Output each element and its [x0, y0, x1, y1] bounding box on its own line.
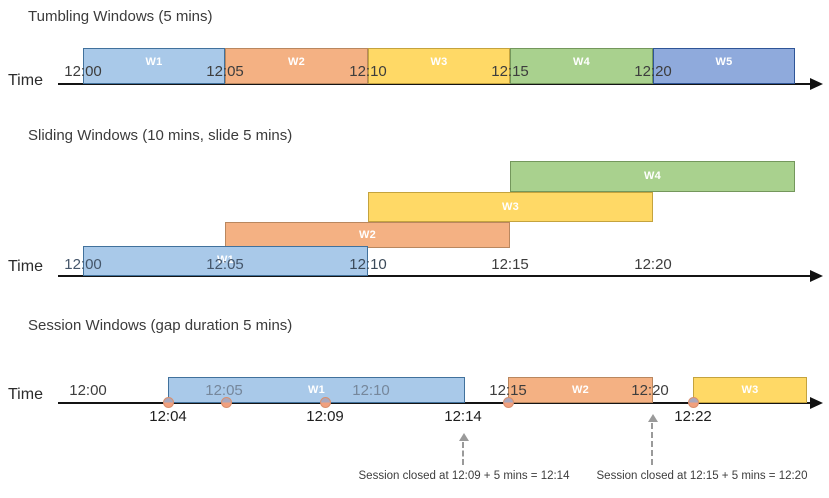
session-window-w3: W3: [693, 377, 807, 403]
sliding-timeline-arrowhead-icon: [810, 270, 823, 282]
session-closed-arrow-2-head-icon: [648, 414, 658, 422]
tumbling-timeline-line: [58, 83, 812, 85]
annotation-session-closed-2: Session closed at 12:15 + 5 mins = 12:20: [596, 470, 808, 482]
event-dot-1209: [320, 397, 331, 408]
session-window-w1: W1: [168, 377, 465, 403]
tumbling-tick-1200: 12:00: [64, 63, 102, 80]
event-label-1214: 12:14: [444, 408, 482, 425]
sliding-window-w1: W1: [83, 246, 368, 276]
session-tick-1205: 12:05: [205, 382, 243, 399]
sliding-tick-1200: 12:00: [64, 256, 102, 273]
session-closed-arrow-1-head-icon: [459, 433, 469, 441]
tumbling-time-axis-label: Time: [8, 72, 43, 89]
tumbling-tick-1210: 12:10: [349, 63, 387, 80]
tumbling-section-title: Tumbling Windows (5 mins): [28, 8, 213, 25]
sliding-timeline-line: [58, 275, 812, 277]
sliding-time-axis-label: Time: [8, 258, 43, 275]
session-tick-1220: 12:20: [631, 382, 669, 399]
session-timeline-arrowhead-icon: [810, 397, 823, 409]
sliding-window-w4: W4: [510, 161, 795, 192]
session-time-axis-label: Time: [8, 386, 43, 403]
tumbling-timeline-arrowhead-icon: [810, 78, 823, 90]
tumbling-window-w1: W1: [83, 48, 225, 84]
sliding-tick-1205: 12:05: [206, 256, 244, 273]
event-dot-1215: [503, 397, 514, 408]
event-dot-2: [221, 397, 232, 408]
session-timeline-line: [58, 402, 812, 404]
session-closed-arrow-1-stem-icon: [462, 442, 464, 465]
sliding-tick-1210: 12:10: [349, 256, 387, 273]
event-label-1204: 12:04: [149, 408, 187, 425]
tumbling-window-w3: W3: [368, 48, 510, 84]
sliding-tick-1215: 12:15: [491, 256, 529, 273]
sliding-window-w2: W2: [225, 222, 510, 248]
session-section-title: Session Windows (gap duration 5 mins): [28, 317, 293, 334]
tumbling-tick-1205: 12:05: [206, 63, 244, 80]
event-label-1222: 12:22: [674, 408, 712, 425]
tumbling-window-w5: W5: [653, 48, 795, 84]
tumbling-window-w4: W4: [510, 48, 653, 84]
session-closed-arrow-2-stem-icon: [651, 423, 653, 465]
session-tick-1210: 12:10: [352, 382, 390, 399]
session-tick-1215: 12:15: [489, 382, 527, 399]
sliding-tick-1220: 12:20: [634, 256, 672, 273]
event-label-1209: 12:09: [306, 408, 344, 425]
session-tick-1200: 12:00: [69, 382, 107, 399]
sliding-window-w3: W3: [368, 192, 653, 222]
event-dot-1222: [688, 397, 699, 408]
annotation-session-closed-1: Session closed at 12:09 + 5 mins = 12:14: [358, 470, 570, 482]
sliding-section-title: Sliding Windows (10 mins, slide 5 mins): [28, 127, 293, 144]
session-window-w2: W2: [508, 377, 653, 403]
tumbling-tick-1215: 12:15: [491, 63, 529, 80]
event-dot-1204: [163, 397, 174, 408]
tumbling-tick-1220: 12:20: [634, 63, 672, 80]
tumbling-window-w2: W2: [225, 48, 368, 84]
